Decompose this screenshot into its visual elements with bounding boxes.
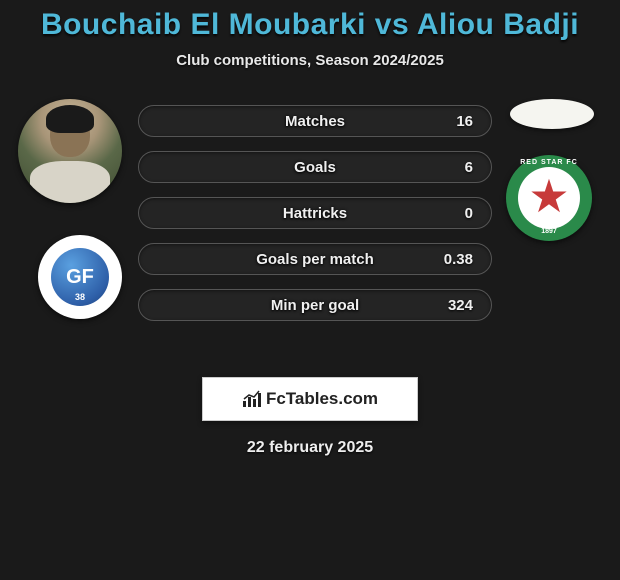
badge-ring-text: RED STAR FC bbox=[520, 159, 578, 166]
stat-value-right: 324 bbox=[448, 297, 473, 314]
main-row: GF Matches 16 Goals 6 Hattricks 0 Goals … bbox=[0, 99, 620, 359]
subtitle: Club competitions, Season 2024/2025 bbox=[0, 52, 620, 69]
right-player-column: RED STAR FC ★ 1897 bbox=[500, 99, 610, 359]
date-text: 22 february 2025 bbox=[0, 439, 620, 457]
player2-photo-placeholder bbox=[510, 99, 594, 129]
player1-photo bbox=[18, 99, 122, 203]
brand-badge[interactable]: FcTables.com bbox=[202, 377, 418, 421]
player2-club-badge: RED STAR FC ★ 1897 bbox=[506, 155, 592, 241]
stat-row-min-per-goal: Min per goal 324 bbox=[138, 289, 492, 321]
stat-label: Hattricks bbox=[283, 205, 347, 222]
stat-row-goals: Goals 6 bbox=[138, 151, 492, 183]
left-player-column: GF bbox=[10, 99, 130, 359]
stat-value-right: 0.38 bbox=[444, 251, 473, 268]
stat-row-hattricks: Hattricks 0 bbox=[138, 197, 492, 229]
stat-row-matches: Matches 16 bbox=[138, 105, 492, 137]
comparison-card: Bouchaib El Moubarki vs Aliou Badji Club… bbox=[0, 0, 620, 457]
star-icon: ★ bbox=[528, 173, 569, 219]
page-title: Bouchaib El Moubarki vs Aliou Badji bbox=[0, 8, 620, 42]
chart-icon bbox=[242, 390, 262, 408]
stat-value-right: 16 bbox=[456, 113, 473, 130]
stat-value-right: 6 bbox=[465, 159, 473, 176]
stat-label: Goals per match bbox=[256, 251, 374, 268]
stat-label: Matches bbox=[285, 113, 345, 130]
stat-label: Goals bbox=[294, 159, 336, 176]
brand-text: FcTables.com bbox=[266, 389, 378, 409]
badge-year: 1897 bbox=[541, 228, 557, 235]
player1-club-badge: GF bbox=[38, 235, 122, 319]
stat-value-right: 0 bbox=[465, 205, 473, 222]
stat-row-goals-per-match: Goals per match 0.38 bbox=[138, 243, 492, 275]
stat-label: Min per goal bbox=[271, 297, 359, 314]
club-badge-gf-inner: GF bbox=[51, 248, 109, 306]
stats-column: Matches 16 Goals 6 Hattricks 0 Goals per… bbox=[130, 99, 500, 321]
badge-inner: ★ bbox=[518, 167, 580, 229]
